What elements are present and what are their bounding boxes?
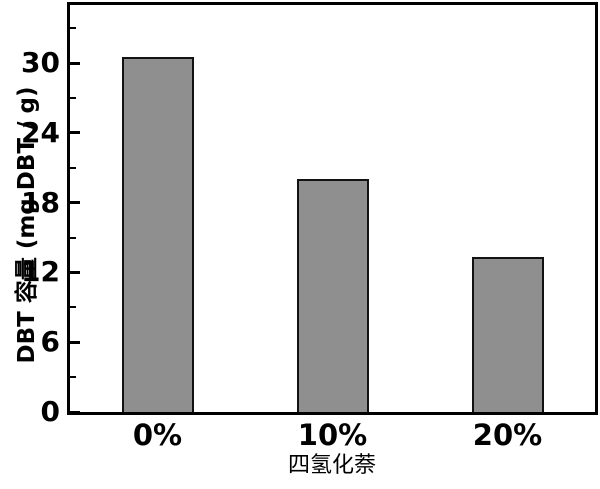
bar [471,257,544,412]
x-category-label: 0% [132,418,183,452]
y-minor-tick [70,27,76,30]
x-axis-label: 四氢化萘 [287,453,377,478]
y-tick-label: 24 [21,115,60,149]
y-tick-label: 12 [21,255,60,289]
x-category-label: 10% [297,418,368,452]
y-major-tick [70,340,80,344]
y-major-tick [70,61,80,65]
y-major-tick [70,270,80,274]
y-tick-label: 6 [40,325,60,359]
y-tick-label: 0 [40,395,60,428]
y-minor-tick [70,97,76,100]
plot-area [67,2,598,415]
y-tick-label: 30 [21,46,60,80]
x-category-label: 20% [472,418,543,452]
bar [121,57,194,412]
y-minor-tick [70,376,76,379]
y-minor-tick [70,166,76,169]
y-major-tick [70,410,80,414]
y-minor-tick [70,306,76,309]
y-major-tick [70,131,80,135]
y-minor-tick [70,236,76,239]
y-major-tick [70,201,80,205]
bar [296,179,369,412]
y-tick-label: 18 [21,185,60,219]
